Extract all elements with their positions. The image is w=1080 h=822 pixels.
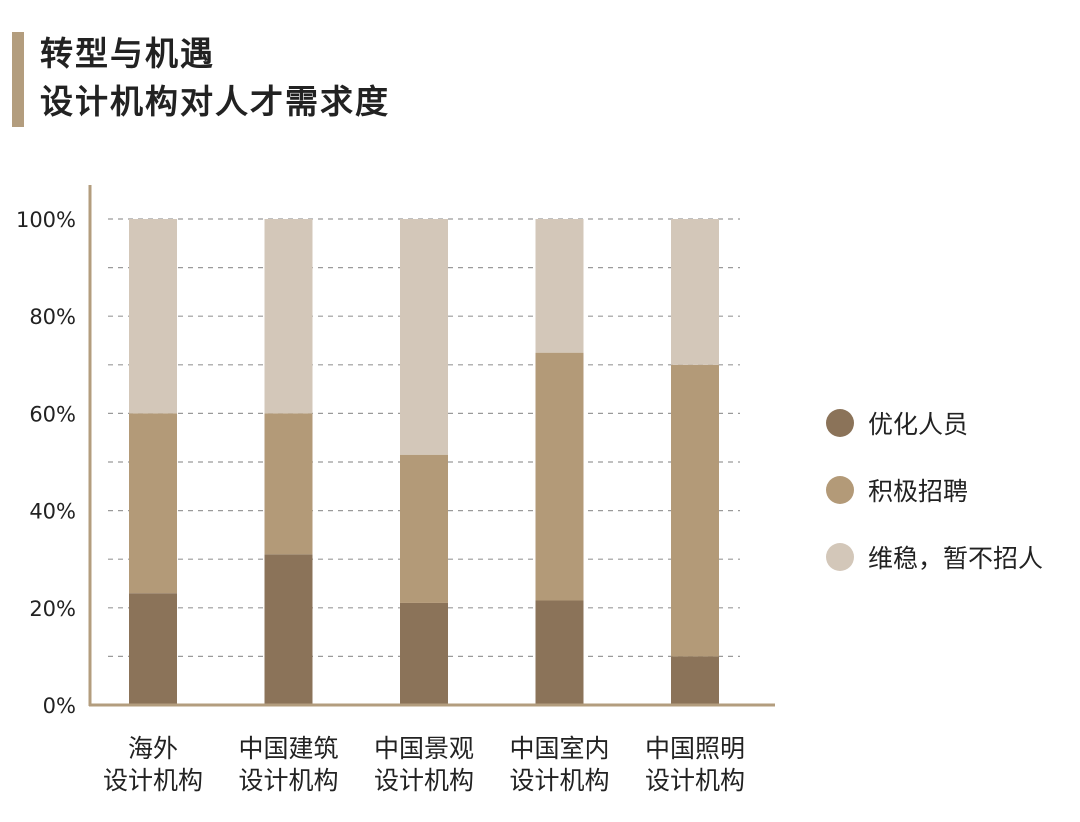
- x-category-label: 设计机构: [238, 766, 338, 795]
- x-category-label: 海外: [128, 734, 178, 763]
- bar-segment-1: [264, 554, 313, 705]
- bar-segment-2: [400, 454, 448, 603]
- page-title: 转型与机遇 设计机构对人才需求度: [40, 30, 390, 126]
- legend-label: 积极招聘: [868, 477, 969, 506]
- chart-legend: 优化人员积极招聘维稳，暂不招人: [826, 402, 1043, 603]
- legend-swatch-icon: [826, 543, 854, 571]
- x-category-label: 中国建筑: [238, 734, 338, 763]
- legend-swatch-icon: [826, 409, 854, 437]
- bar-segment-2: [671, 364, 719, 657]
- x-category-label: 中国室内: [509, 734, 609, 763]
- bar-segment-1: [129, 593, 177, 705]
- legend-item: 优化人员: [826, 402, 1043, 444]
- bar-segment-1: [671, 656, 719, 705]
- legend-item: 积极招聘: [826, 469, 1043, 511]
- legend-label: 优化人员: [868, 410, 969, 439]
- bar-segment-1: [535, 600, 584, 705]
- y-tick-label: 80%: [29, 305, 76, 329]
- title-line-2: 设计机构对人才需求度: [40, 82, 390, 121]
- bar-segment-2: [129, 413, 177, 594]
- x-category-label: 设计机构: [374, 766, 474, 795]
- y-tick-label: 60%: [29, 402, 76, 426]
- y-tick-label: 40%: [29, 500, 76, 524]
- bar-segment-3: [264, 219, 313, 414]
- x-category-label: 中国景观: [374, 734, 474, 763]
- legend-swatch-icon: [826, 476, 854, 504]
- legend-item: 维稳，暂不招人: [826, 536, 1043, 578]
- bar-segment-3: [129, 219, 177, 414]
- bar-segment-3: [671, 219, 719, 365]
- bar-segment-2: [535, 352, 584, 601]
- title-accent-bar: [12, 32, 24, 127]
- bar-segment-1: [400, 602, 448, 705]
- bar-segment-3: [400, 219, 448, 455]
- y-tick-label: 100%: [16, 208, 76, 232]
- x-category-label: 设计机构: [103, 766, 203, 795]
- x-category-label: 中国照明: [645, 734, 745, 763]
- legend-label: 维稳，暂不招人: [868, 544, 1044, 573]
- bar-segment-3: [535, 219, 584, 353]
- x-category-label: 设计机构: [509, 766, 609, 795]
- y-tick-label: 20%: [29, 597, 76, 621]
- y-tick-label: 0%: [43, 694, 76, 718]
- x-category-label: 设计机构: [645, 766, 745, 795]
- bar-segment-2: [264, 413, 313, 555]
- title-line-1: 转型与机遇: [40, 34, 215, 73]
